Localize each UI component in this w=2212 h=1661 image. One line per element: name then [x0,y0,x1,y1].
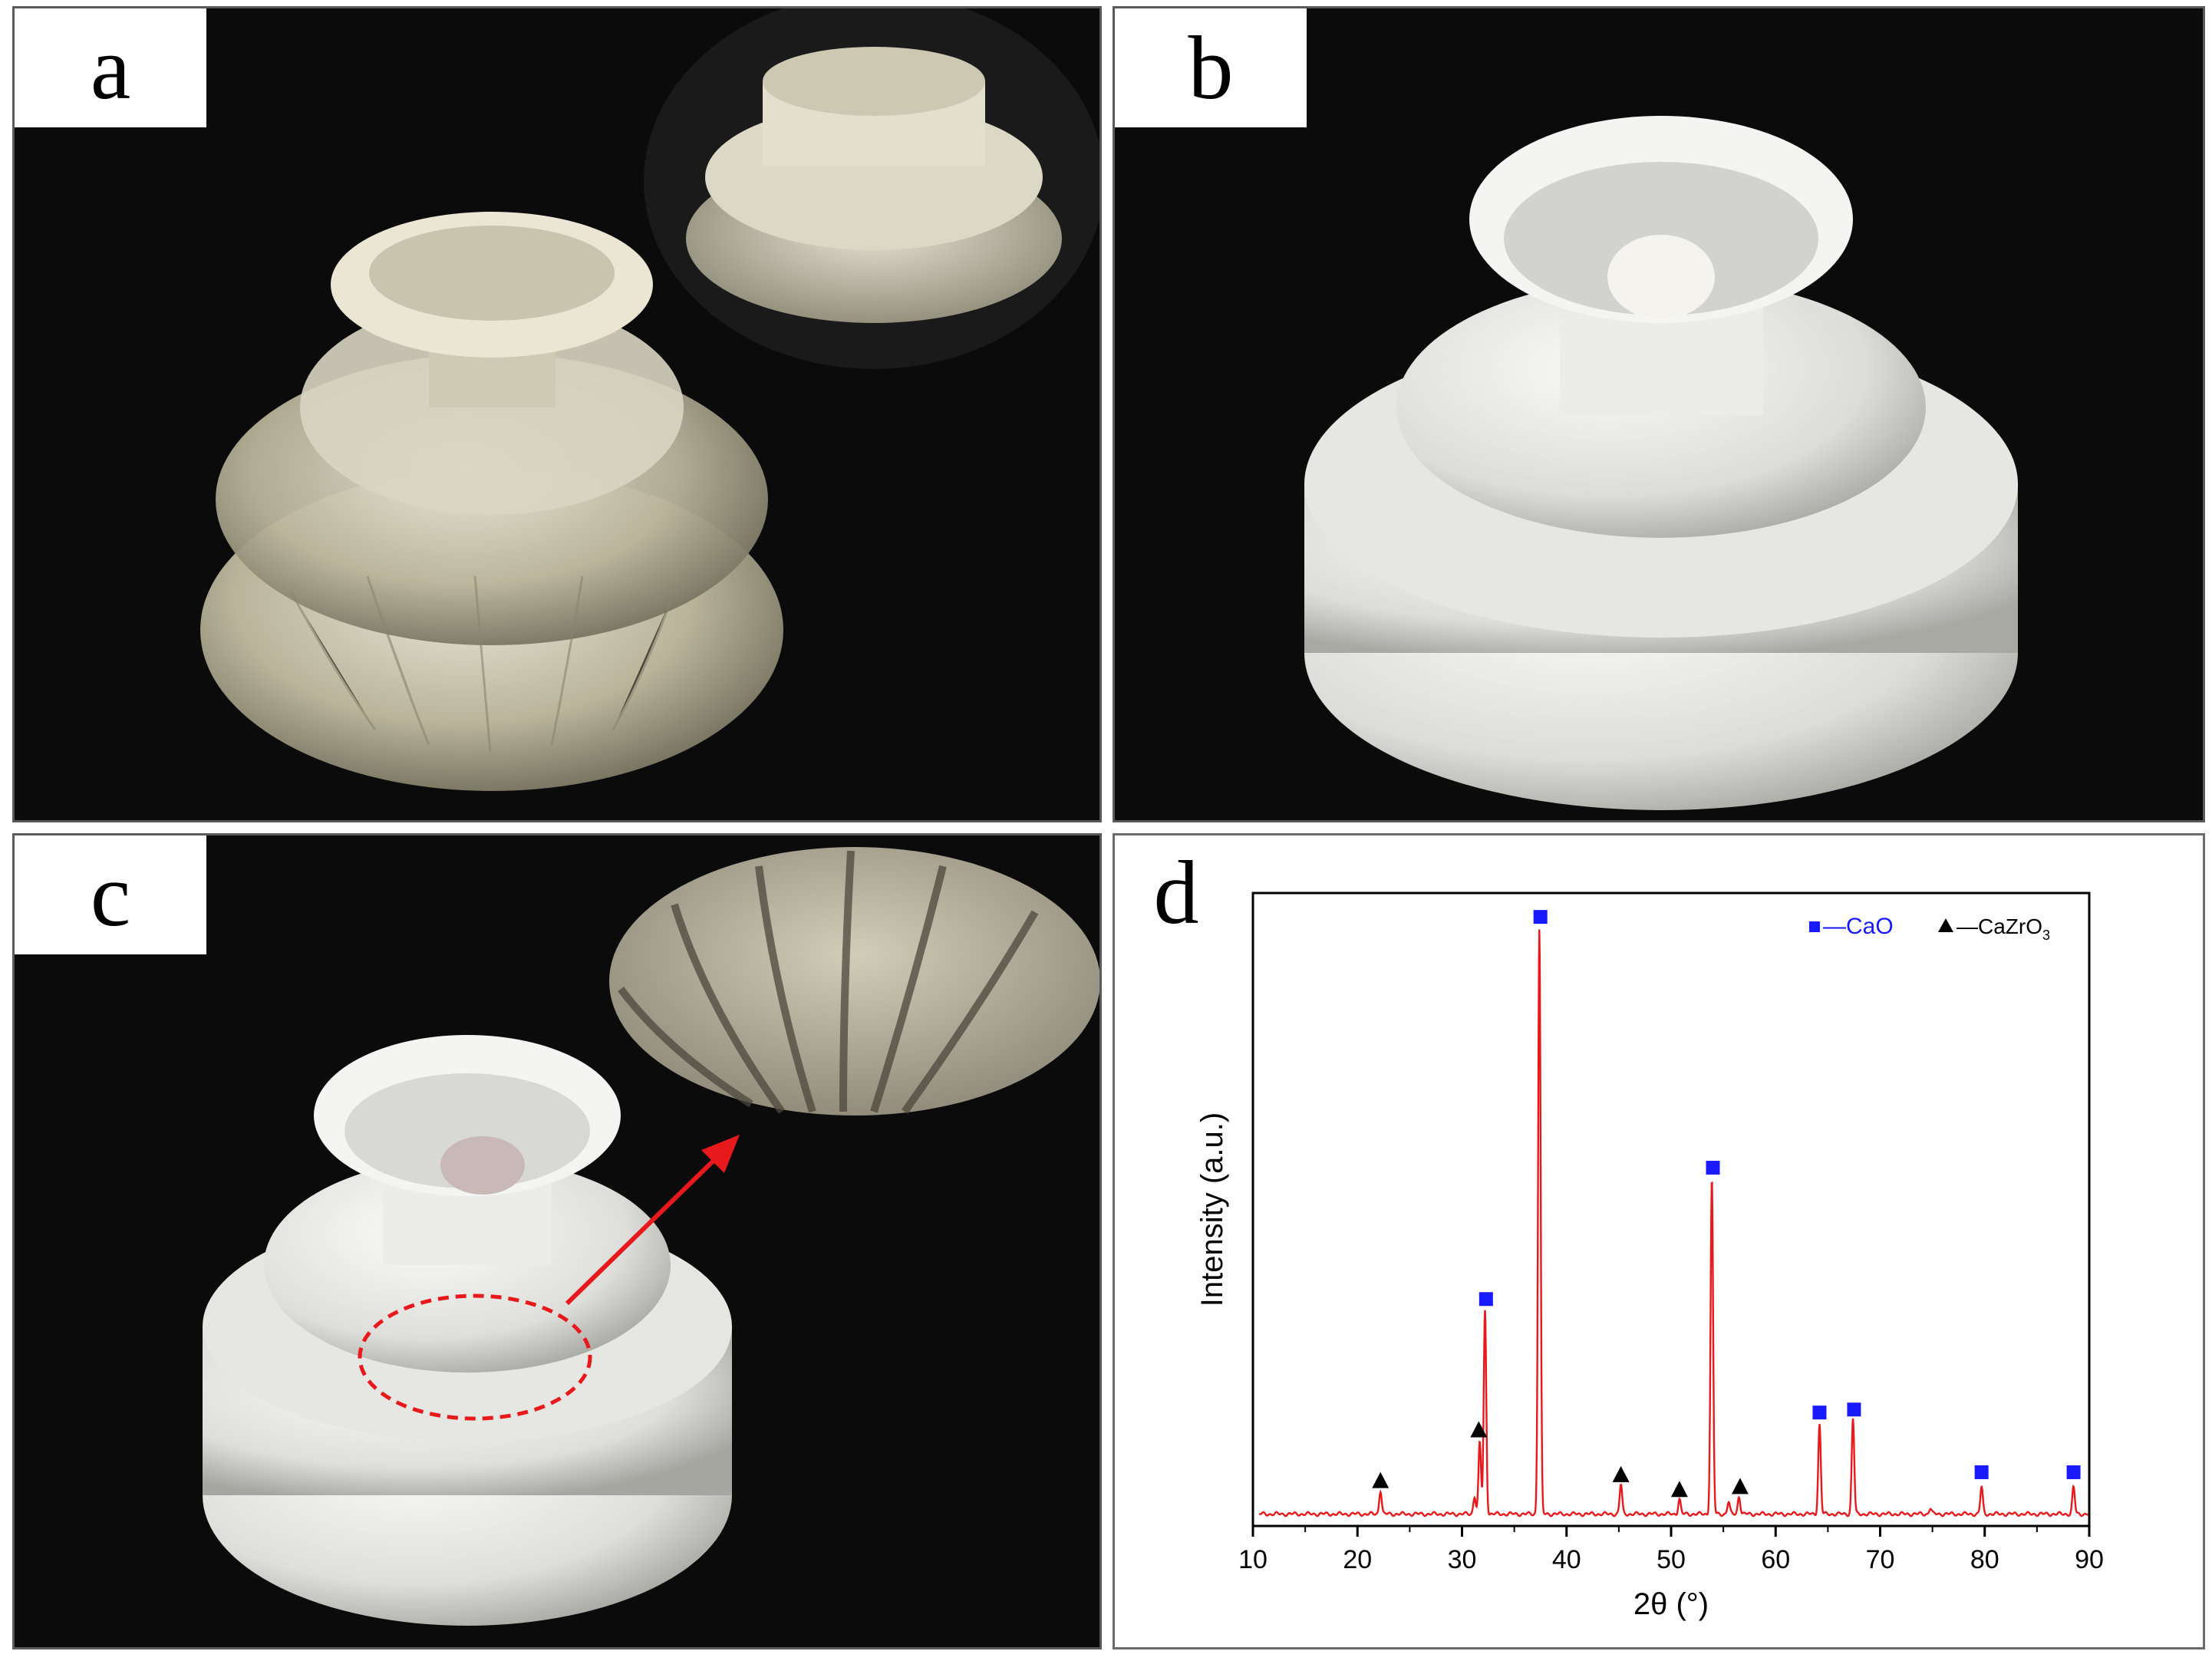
ceramic-core-detail-illustration [203,847,1099,1626]
y-axis-title: Intensity (a.u.) [1195,1112,1229,1307]
cao-square-marker [1974,1465,1989,1479]
plot-frame [1251,891,2091,1528]
cao-square-marker [1847,1402,1861,1417]
cao-square-marker [1479,1292,1493,1307]
panel-d-label: d [1115,835,1238,951]
panel-b-photo: b [1113,6,2205,822]
x-tick-label: 80 [1970,1545,1999,1574]
legend-cao-marker [1809,921,1820,932]
x-tick-label: 90 [2075,1545,2104,1574]
xrd-series-line [1258,929,2090,1518]
cazro3-triangle-marker [1470,1421,1488,1438]
x-axis-title: 2θ (°) [1633,1587,1709,1621]
legend-cazro3-marker [1938,918,1953,932]
panel-c-label: c [15,835,206,954]
cao-square-marker [1706,1161,1720,1175]
x-tick-label: 20 [1343,1545,1372,1574]
legend-cazro3-label: —CaZrO3 [1957,915,2050,943]
legend-cao-label: —CaO [1823,914,1894,939]
x-tick-label: 70 [1866,1545,1895,1574]
highlight-dashed-ellipse [358,1294,592,1421]
x-tick-label: 60 [1761,1545,1790,1574]
cao-square-marker [1533,910,1548,924]
cao-square-marker [1812,1406,1827,1420]
x-tick-label: 40 [1552,1545,1581,1574]
cazro3-triangle-marker [1612,1465,1630,1482]
x-tick-label: 30 [1448,1545,1477,1574]
pointer-arrow-line [565,1152,723,1306]
x-tick-label: 10 [1238,1545,1268,1574]
panel-d-chart: d 10 20 30 40 50 60 70 80 90 2θ (°) Intensity (a.u… [1113,833,2205,1649]
cazro3-triangle-marker [1670,1481,1688,1498]
panel-a-label: a [15,8,206,127]
cazro3-triangle-marker [1372,1472,1390,1488]
panel-a-photo: a [12,6,1102,822]
xrd-chart: 10 20 30 40 50 60 70 80 90 2θ (°) Intensity (a.u.)… [1195,891,2104,1621]
cao-square-marker [2066,1465,2081,1479]
cazro3-triangle-marker [1731,1478,1749,1495]
ceramic-core-illustration [1304,116,2018,810]
x-tick-label: 50 [1657,1545,1686,1574]
panel-b-label: b [1115,8,1307,127]
panel-c-photo: c [12,833,1102,1649]
magnified-inset [609,847,1099,1116]
pointer-arrow-head [701,1135,740,1173]
resin-mould-illustration [200,8,1099,791]
